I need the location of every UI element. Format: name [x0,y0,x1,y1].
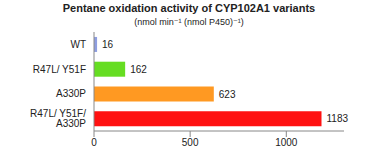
svg-text:500: 500 [182,137,199,148]
svg-text:0: 0 [91,137,97,148]
svg-text:R47L/ Y51F/A330P: R47L/ Y51F/A330P [30,108,86,129]
svg-text:A330P: A330P [56,88,86,99]
svg-text:R47L/ Y51F: R47L/ Y51F [33,64,86,75]
svg-text:162: 162 [130,64,147,75]
svg-text:623: 623 [219,89,236,100]
svg-text:WT: WT [70,39,86,50]
svg-text:16: 16 [102,39,114,50]
svg-text:1000: 1000 [275,137,298,148]
html-text:Pentane oxidation activity of: Pentane oxidation activity of CYP102A1 v… [62,2,316,14]
html-text:(nmol min⁻¹ (nmol P450)⁻¹): (nmol min⁻¹ (nmol P450)⁻¹) [134,17,244,27]
svg-text:1183: 1183 [327,113,349,124]
